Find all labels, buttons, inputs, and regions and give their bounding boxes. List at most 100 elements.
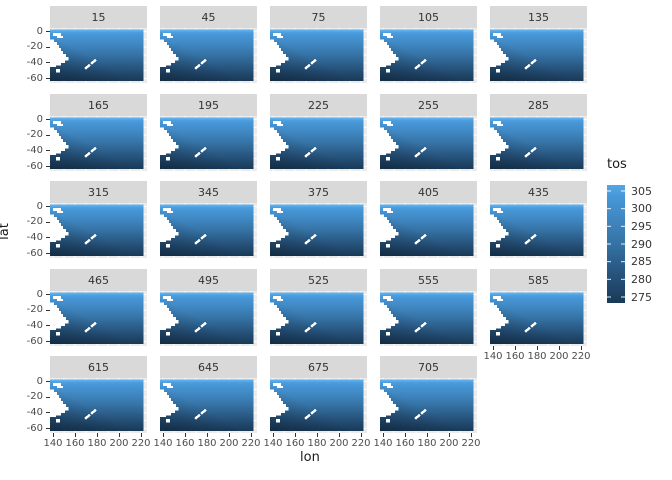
land-australia [490, 214, 509, 242]
land-tasmania [496, 244, 500, 248]
y-tick-label: 0 [36, 288, 43, 300]
land-australia [380, 127, 399, 155]
facet-panel [50, 291, 147, 346]
land-nz-south [414, 327, 421, 333]
land-australia [160, 302, 179, 330]
y-tick-label: -20 [26, 41, 43, 53]
x-tick-label: 220 [571, 351, 591, 362]
land-nz-north [310, 234, 317, 240]
x-tick-label: 200 [329, 438, 349, 449]
facet-map-svg [50, 28, 147, 83]
y-tick-label: -40 [26, 144, 43, 156]
facet-strip-label: 615 [50, 356, 147, 378]
land-australia [50, 214, 69, 242]
land-new-guinea [163, 296, 173, 301]
facet-map-svg [270, 203, 367, 258]
x-tick-mark [294, 433, 296, 437]
land-tasmania [166, 157, 170, 161]
facet-panel [270, 203, 367, 258]
x-tick-mark [360, 433, 362, 437]
land-australia [270, 214, 289, 242]
land-tasmania [166, 332, 170, 336]
land-new-guinea [163, 383, 173, 388]
x-tick-label: 200 [219, 438, 239, 449]
land-nz-south [304, 414, 311, 420]
x-tick-label: 220 [131, 438, 151, 449]
facet-panel [380, 116, 477, 171]
facet-panel [380, 28, 477, 83]
x-tick-mark [250, 433, 252, 437]
facet-strip-label: 195 [160, 94, 257, 116]
x-tick-label: 160 [65, 438, 85, 449]
land-nz-north [530, 234, 537, 240]
land-tasmania [496, 69, 500, 73]
land-nz-north [90, 147, 97, 153]
legend-tick-label: 300 [631, 202, 652, 216]
y-tick-mark [46, 253, 50, 254]
y-axis-title: lat [0, 223, 12, 240]
land-nz-south [84, 327, 91, 333]
legend-tick-label: 285 [631, 255, 652, 269]
y-tick-mark [46, 31, 50, 32]
y-tick-label: -40 [26, 319, 43, 331]
x-tick-label: 180 [87, 438, 107, 449]
land-nz-south [524, 64, 531, 70]
y-tick-mark [46, 341, 50, 342]
land-tasmania [496, 332, 500, 336]
land-australia [160, 127, 179, 155]
y-tick-label: 0 [36, 200, 43, 212]
x-tick-mark [140, 433, 142, 437]
facet-map-svg [270, 116, 367, 171]
facet-map-svg [160, 116, 257, 171]
y-tick-label: -40 [26, 406, 43, 418]
facet-panel [380, 203, 477, 258]
y-tick-label: 0 [36, 25, 43, 37]
land-nz-south [84, 414, 91, 420]
land-new-guinea [53, 121, 63, 126]
land-australia [160, 389, 179, 417]
land-nz-south [414, 414, 421, 420]
land-australia [50, 39, 69, 67]
y-tick-mark [46, 237, 50, 239]
land-new-guinea [383, 33, 393, 38]
x-tick-mark [74, 433, 76, 437]
x-tick-mark [206, 433, 208, 437]
land-tasmania [56, 332, 60, 336]
land-australia [270, 302, 289, 330]
y-tick-label: -60 [26, 335, 43, 347]
land-nz-south [84, 152, 91, 158]
land-nz-north [310, 59, 317, 65]
land-tasmania [386, 332, 390, 336]
land-nz-north [420, 147, 427, 153]
land-nz-north [310, 409, 317, 415]
x-tick-mark [448, 433, 450, 437]
colorbar-svg [607, 185, 625, 303]
facet-map-svg [380, 28, 477, 83]
facet-panel [380, 378, 477, 433]
land-nz-south [304, 327, 311, 333]
x-tick-label: 160 [505, 351, 525, 362]
facet-map-svg [270, 378, 367, 433]
facet-strip-label: 225 [270, 94, 367, 116]
facet-strip-label: 435 [490, 181, 587, 203]
land-nz-south [194, 327, 201, 333]
x-tick-label: 200 [109, 438, 129, 449]
land-tasmania [386, 157, 390, 161]
facet-panel [50, 378, 147, 433]
land-nz-north [200, 147, 207, 153]
facet-map-svg [160, 378, 257, 433]
x-tick-mark [228, 433, 230, 437]
land-new-guinea [53, 296, 63, 301]
land-australia [380, 39, 399, 67]
x-tick-mark [580, 346, 582, 350]
facet-map-svg [160, 28, 257, 83]
facet-strip-label: 45 [160, 6, 257, 28]
y-tick-label: 0 [36, 113, 43, 125]
facet-map-svg [50, 291, 147, 346]
facet-map-svg [380, 116, 477, 171]
y-tick-mark [46, 150, 50, 152]
y-tick-mark [46, 325, 50, 327]
land-tasmania [56, 419, 60, 423]
land-new-guinea [383, 383, 393, 388]
x-tick-label: 160 [285, 438, 305, 449]
